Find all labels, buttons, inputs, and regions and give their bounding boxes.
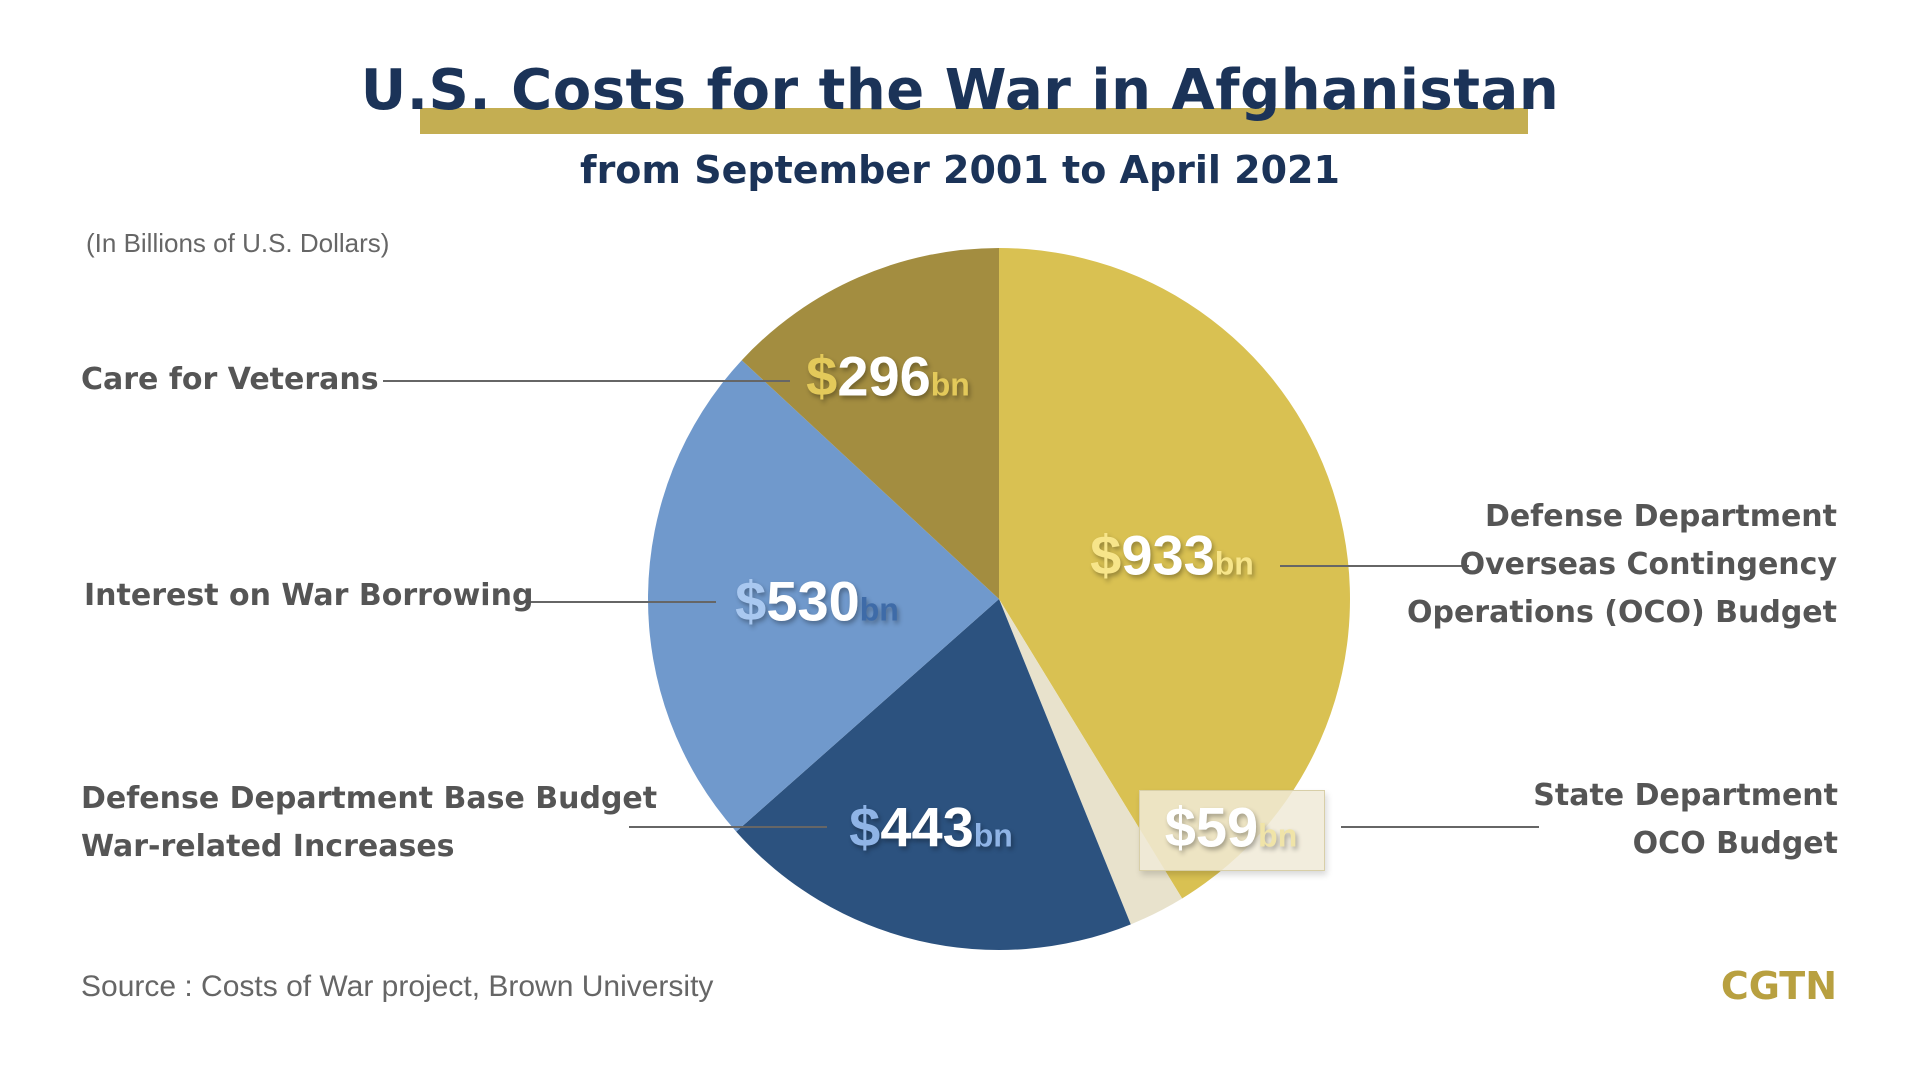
source-note: Source : Costs of War project, Brown Uni… <box>81 970 714 1003</box>
title-container: U.S. Costs for the War in Afghanistan <box>0 58 1920 123</box>
title-highlight <box>420 108 1528 134</box>
label-line: Operations (OCO) Budget <box>1406 595 1837 630</box>
label-line: Interest on War Borrowing <box>84 578 534 613</box>
label-line: OCO Budget <box>1632 826 1838 861</box>
leader-line-interest <box>524 601 716 603</box>
value-suffix: bn <box>859 591 899 628</box>
label-base-budget: Defense Department Base Budget War-relat… <box>81 775 657 871</box>
chart-subtitle: from September 2001 to April 2021 <box>580 148 1340 192</box>
label-line: Defense Department <box>1484 499 1837 534</box>
value-label-933: $933bn <box>1090 523 1254 588</box>
unit-note: (In Billions of U.S. Dollars) <box>86 228 390 258</box>
value-label-443: $443bn <box>849 795 1013 860</box>
value-label-59: $59bn <box>1165 795 1298 860</box>
value-label-530: $530bn <box>735 569 899 634</box>
label-interest: Interest on War Borrowing <box>84 572 533 620</box>
leader-line-base-budget <box>629 826 827 828</box>
label-line: Defense Department Base Budget <box>81 781 658 816</box>
value-number: 296 <box>837 344 931 408</box>
dollar-sign: $ <box>1090 523 1122 587</box>
dollar-sign: $ <box>735 569 767 633</box>
label-line: Overseas Contingency <box>1459 547 1837 582</box>
value-number: 933 <box>1121 523 1215 587</box>
callout-box-59 <box>1139 790 1325 871</box>
label-state-oco: State Department OCO Budget <box>1533 772 1838 868</box>
value-suffix: bn <box>930 366 970 403</box>
pie-slice-59 <box>999 599 1183 925</box>
label-line: War-related Increases <box>81 829 455 864</box>
pie-slice-530 <box>648 360 999 832</box>
value-suffix: bn <box>1214 545 1254 582</box>
label-care-for-veterans: Care for Veterans <box>81 356 379 404</box>
value-number: 530 <box>766 569 860 633</box>
leader-line-state <box>1341 826 1539 828</box>
label-line: Care for Veterans <box>81 362 379 397</box>
pie-slice-933 <box>999 248 1350 899</box>
value-label-296: $296bn <box>806 344 970 409</box>
dollar-sign: $ <box>806 344 838 408</box>
value-suffix: bn <box>1258 817 1298 854</box>
label-oco-budget: Defense Department Overseas Contingency … <box>1407 493 1837 637</box>
value-number: 59 <box>1195 795 1259 859</box>
value-number: 443 <box>880 795 974 859</box>
dollar-sign: $ <box>849 795 881 859</box>
label-line: State Department <box>1533 778 1838 813</box>
pie-slice-443 <box>736 599 1131 951</box>
leader-line-veterans <box>383 380 790 382</box>
dollar-sign: $ <box>1164 795 1196 859</box>
cgtn-logo: CGTN <box>1720 964 1837 1008</box>
chart-title: U.S. Costs for the War in Afghanistan <box>360 58 1560 123</box>
pie-slice-296 <box>741 248 999 599</box>
leader-line-oco <box>1280 565 1469 567</box>
value-suffix: bn <box>973 817 1013 854</box>
